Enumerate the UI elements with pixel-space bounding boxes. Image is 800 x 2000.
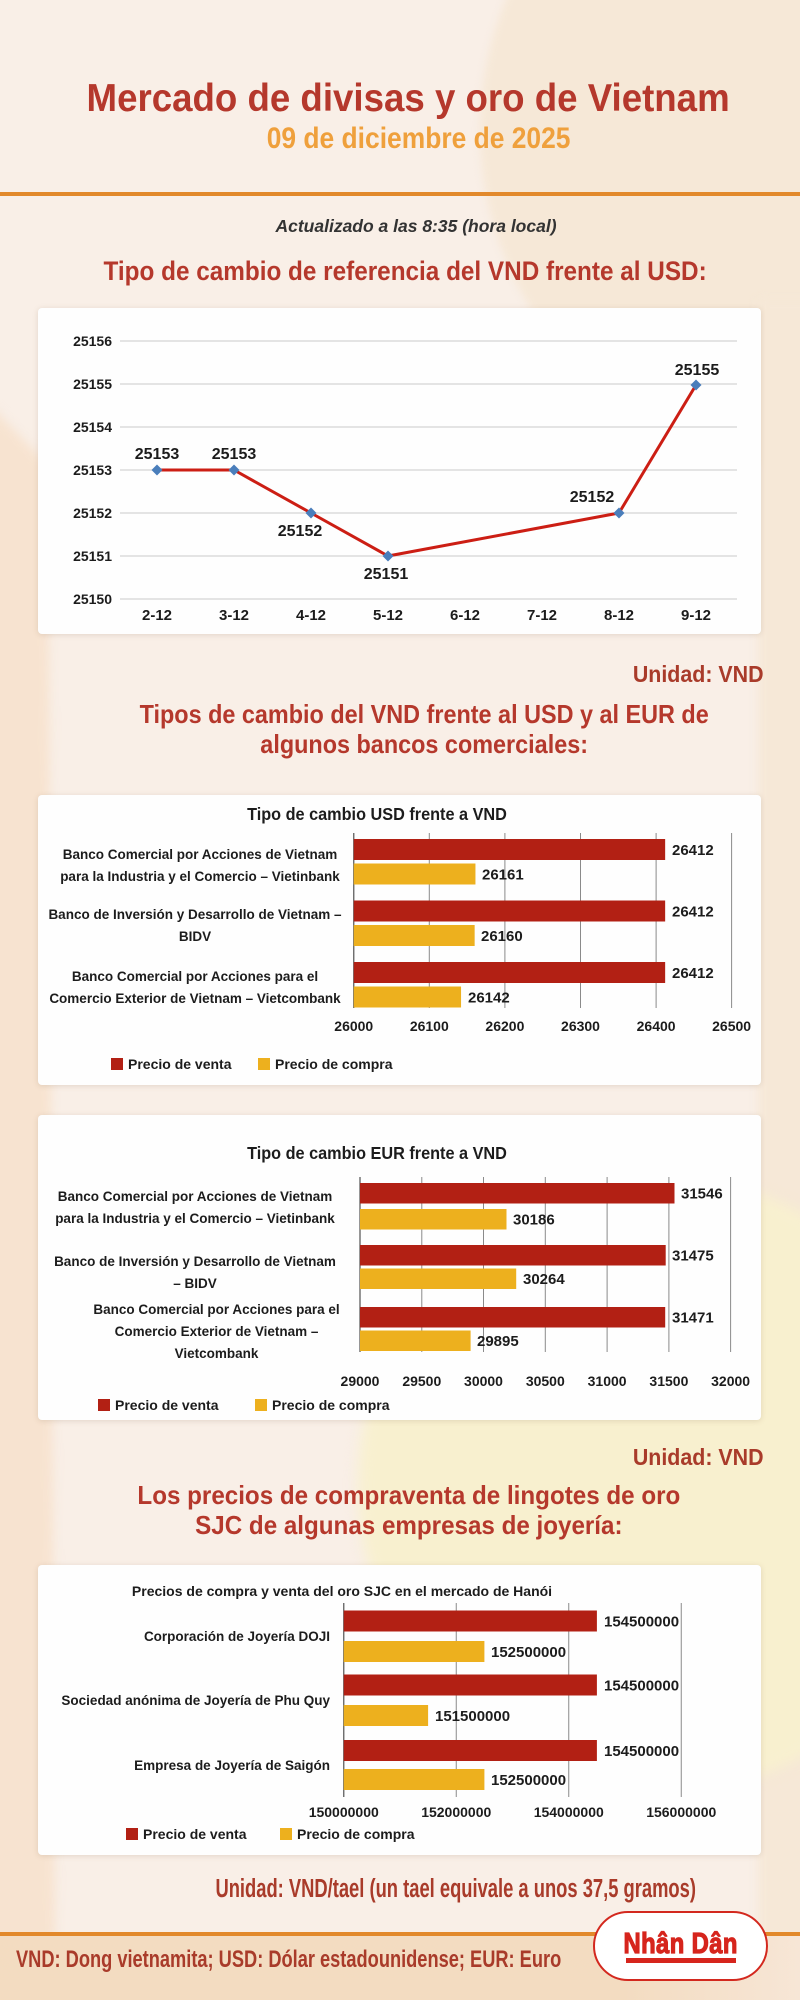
svg-text:Banco de Inversión y Desarroll: Banco de Inversión y Desarrollo de Vietn… — [48, 907, 342, 922]
svg-text:Precio de compra: Precio de compra — [272, 1397, 390, 1413]
svg-text:26412: 26412 — [672, 965, 714, 982]
svg-text:9-12: 9-12 — [681, 607, 711, 624]
svg-text:154500000: 154500000 — [604, 1678, 679, 1695]
svg-text:151500000: 151500000 — [435, 1708, 510, 1725]
svg-text:8-12: 8-12 — [604, 607, 634, 624]
svg-text:154000000: 154000000 — [534, 1804, 604, 1820]
svg-text:3-12: 3-12 — [219, 607, 249, 624]
svg-text:29500: 29500 — [402, 1373, 441, 1389]
svg-text:26100: 26100 — [410, 1018, 449, 1034]
svg-text:25155: 25155 — [73, 376, 112, 392]
svg-text:Comercio Exterior de Vietnam –: Comercio Exterior de Vietnam – — [115, 1324, 319, 1339]
svg-text:25151: 25151 — [364, 566, 409, 583]
svg-text:26000: 26000 — [334, 1018, 373, 1034]
svg-text:6-12: 6-12 — [450, 607, 480, 624]
svg-text:26300: 26300 — [561, 1018, 600, 1034]
svg-text:32000: 32000 — [711, 1373, 750, 1389]
svg-text:25152: 25152 — [570, 489, 615, 506]
svg-text:5-12: 5-12 — [373, 607, 403, 624]
svg-text:26142: 26142 — [468, 990, 510, 1007]
svg-text:152000000: 152000000 — [421, 1804, 491, 1820]
svg-text:25155: 25155 — [675, 362, 720, 379]
svg-text:Precio de compra: Precio de compra — [275, 1056, 393, 1072]
svg-text:30500: 30500 — [526, 1373, 565, 1389]
svg-text:Tipo de cambio EUR frente a VN: Tipo de cambio EUR frente a VND — [247, 1143, 507, 1163]
svg-text:26400: 26400 — [637, 1018, 676, 1034]
svg-text:25153: 25153 — [73, 462, 112, 478]
svg-text:25153: 25153 — [135, 446, 180, 463]
svg-text:30000: 30000 — [464, 1373, 503, 1389]
svg-text:Precios de compra y venta del: Precios de compra y venta del oro SJC en… — [132, 1583, 552, 1599]
svg-text:Banco Comercial por Acciones d: Banco Comercial por Acciones de Vietnam — [58, 1189, 333, 1204]
svg-text:31471: 31471 — [672, 1310, 714, 1327]
svg-text:25154: 25154 — [73, 419, 112, 435]
svg-text:31500: 31500 — [649, 1373, 688, 1389]
svg-text:152500000: 152500000 — [491, 1772, 566, 1789]
svg-text:Corporación de Joyería DOJI: Corporación de Joyería DOJI — [144, 1629, 330, 1644]
svg-text:31000: 31000 — [588, 1373, 627, 1389]
svg-text:26412: 26412 — [672, 842, 714, 859]
svg-text:29895: 29895 — [477, 1333, 519, 1350]
svg-text:25152: 25152 — [278, 523, 323, 540]
svg-text:7-12: 7-12 — [527, 607, 557, 624]
svg-text:26160: 26160 — [481, 928, 523, 945]
svg-text:156000000: 156000000 — [646, 1804, 716, 1820]
svg-text:31546: 31546 — [681, 1186, 723, 1203]
svg-text:30186: 30186 — [513, 1212, 555, 1229]
svg-text:26500: 26500 — [712, 1018, 751, 1034]
svg-text:26200: 26200 — [485, 1018, 524, 1034]
svg-text:Precio de venta: Precio de venta — [128, 1056, 232, 1072]
svg-text:Banco Comercial por Acciones p: Banco Comercial por Acciones para el — [72, 969, 318, 984]
svg-text:Banco Comercial por Acciones d: Banco Comercial por Acciones de Vietnam — [63, 847, 338, 862]
svg-text:Banco de Inversión y Desarroll: Banco de Inversión y Desarrollo de Vietn… — [54, 1254, 336, 1269]
svg-text:Sociedad anónima de Joyería de: Sociedad anónima de Joyería de Phu Quy — [61, 1693, 330, 1708]
svg-text:Banco Comercial por Acciones p: Banco Comercial por Acciones para el — [93, 1302, 339, 1317]
svg-text:31475: 31475 — [672, 1248, 714, 1265]
svg-text:25156: 25156 — [73, 333, 112, 349]
svg-text:Vietcombank: Vietcombank — [175, 1346, 259, 1361]
svg-text:– BIDV: – BIDV — [173, 1276, 217, 1291]
svg-text:29000: 29000 — [341, 1373, 380, 1389]
svg-text:154500000: 154500000 — [604, 1614, 679, 1631]
svg-text:Precio de compra: Precio de compra — [297, 1826, 415, 1842]
svg-text:Precio de venta: Precio de venta — [115, 1397, 219, 1413]
svg-text:4-12: 4-12 — [296, 607, 326, 624]
svg-text:Comercio Exterior de Vietnam –: Comercio Exterior de Vietnam – Vietcomba… — [49, 991, 341, 1006]
svg-text:Tipo de cambio USD frente a VN: Tipo de cambio USD frente a VND — [247, 804, 507, 824]
svg-text:30264: 30264 — [523, 1271, 565, 1288]
svg-text:para la Industria y el Comerci: para la Industria y el Comercio – Vietin… — [60, 869, 340, 884]
svg-text:BIDV: BIDV — [179, 929, 211, 944]
svg-text:Precio de venta: Precio de venta — [143, 1826, 247, 1842]
svg-text:26412: 26412 — [672, 904, 714, 921]
svg-text:25152: 25152 — [73, 505, 112, 521]
svg-text:25150: 25150 — [73, 591, 112, 607]
svg-text:25151: 25151 — [73, 548, 112, 564]
svg-text:154500000: 154500000 — [604, 1743, 679, 1760]
svg-text:Empresa de Joyería de Saigón: Empresa de Joyería de Saigón — [134, 1758, 330, 1773]
svg-text:25153: 25153 — [212, 446, 257, 463]
svg-text:150000000: 150000000 — [309, 1804, 379, 1820]
svg-text:2-12: 2-12 — [142, 607, 172, 624]
svg-text:26161: 26161 — [482, 867, 524, 884]
svg-text:152500000: 152500000 — [491, 1644, 566, 1661]
svg-text:para la Industria y el Comerci: para la Industria y el Comercio – Vietin… — [55, 1211, 335, 1226]
